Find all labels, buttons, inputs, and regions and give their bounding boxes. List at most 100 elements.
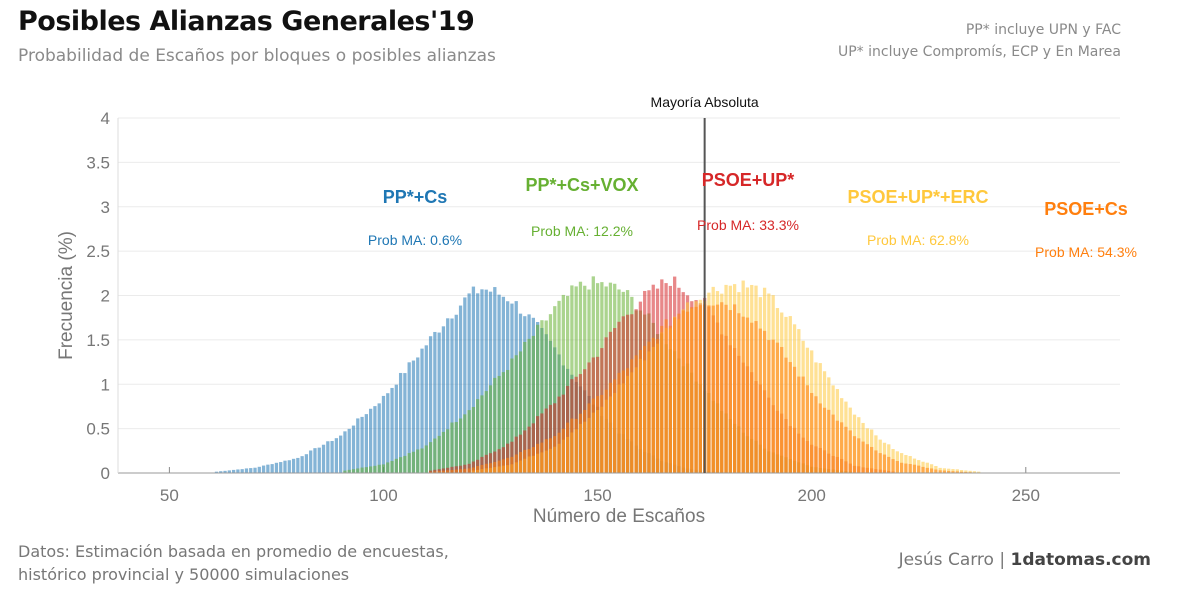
bar-psoe-cs [600,394,604,473]
bar-pp-cs-vox [373,465,377,473]
bar-psoe-cs [608,382,613,473]
bar-pp-cs [296,457,300,473]
bar-psoe-cs [476,466,480,473]
bar-pp-cs-vox [420,448,424,473]
bar-psoe-cs [428,471,433,473]
bar-psoe-cs [938,470,942,473]
bar-psoe-up-erc [964,470,968,473]
bar-psoe-cs [587,403,591,473]
bar-psoe-cs [951,471,955,473]
series-label: PP*+Cs+VOX [525,175,638,195]
bar-psoe-cs [651,337,655,473]
series-prob-label: Prob MA: 33.3% [697,217,799,233]
bar-psoe-cs [947,470,951,473]
bar-psoe-cs [634,355,638,473]
bar-psoe-cs [707,305,711,473]
bar-psoe-up-erc [947,468,951,473]
bar-pp-cs [437,332,441,473]
bar-pp-cs-vox [544,320,548,473]
y-tick-label: 1 [101,375,110,394]
bar-psoe-cs [677,313,681,473]
bar-psoe-cs [497,460,501,473]
bar-pp-cs-vox [493,377,497,473]
bar-psoe-cs [865,444,869,473]
bar-psoe-cs [831,414,835,473]
bar-psoe-cs [638,349,643,473]
bar-psoe-cs [784,357,788,473]
bar-pp-cs [231,469,236,473]
bar-pp-cs [398,372,403,473]
bar-pp-cs [463,297,467,473]
bar-pp-cs-vox [536,324,540,473]
bar-psoe-cs [685,311,690,473]
bar-psoe-cs [895,461,899,473]
bar-pp-cs-vox [463,414,467,473]
bar-pp-cs [334,438,339,473]
bar-psoe-cs [544,439,548,473]
bar-psoe-cs [840,422,844,473]
bar-psoe-cs [917,465,921,473]
bar-psoe-cs [673,317,677,473]
y-tick-label: 3.5 [86,153,110,172]
bar-psoe-up- [488,453,493,473]
bar-psoe-cs [805,385,810,473]
bar-psoe-cs [613,379,617,473]
bar-psoe-cs [741,316,745,473]
bar-psoe-up- [480,456,484,473]
bar-psoe-cs [574,418,578,473]
bar-pp-cs-vox [454,422,458,473]
bar-psoe-cs [506,457,510,473]
data-source: Datos: Estimación basada en promedio de … [18,540,449,586]
bar-psoe-cs [698,305,702,473]
site-link[interactable]: 1datomas.com [1010,550,1151,570]
bar-pp-cs [274,462,279,473]
bar-pp-cs-vox [501,372,506,473]
bar-pp-cs [219,471,223,473]
bar-pp-cs-vox [386,462,390,473]
bar-pp-cs [287,460,291,473]
bar-pp-cs-vox [480,395,484,473]
bar-psoe-cs [964,471,968,473]
bar-pp-cs-vox [527,338,531,473]
bar-pp-cs-vox [416,449,420,473]
bar-psoe-cs [617,372,621,473]
bar-pp-cs [377,403,381,473]
bar-pp-cs [420,348,424,473]
bar-pp-cs-vox [446,429,450,473]
bar-pp-cs [386,393,390,473]
bar-psoe-cs [775,342,780,473]
bar-pp-cs [253,467,257,473]
bar-psoe-up-erc [959,470,964,473]
bar-pp-cs-vox [450,422,454,473]
note-pp: PP* incluye UPN y FAC [965,22,1121,38]
bar-psoe-cs [955,471,959,473]
bar-pp-cs [326,441,330,473]
bar-pp-cs [261,465,266,473]
bar-pp-cs-vox [510,358,514,473]
bar-pp-cs-vox [531,335,535,473]
bar-pp-cs [313,448,317,473]
bar-pp-cs-vox [561,294,565,473]
bar-psoe-cs [810,392,814,473]
x-axis-label: Número de Escaños [533,506,705,527]
bar-pp-cs [476,293,480,473]
bar-psoe-cs [690,307,694,473]
bar-psoe-cs [433,471,437,473]
bar-psoe-cs [458,469,463,473]
bar-pp-cs [351,425,356,473]
bar-psoe-cs [595,395,600,473]
bar-psoe-cs [715,304,720,473]
bar-psoe-cs [822,407,827,473]
bar-pp-cs [317,447,321,473]
bar-psoe-cs [874,450,878,473]
bar-pp-cs-vox [518,351,523,473]
bar-pp-cs [446,318,450,473]
bar-psoe-cs [471,467,476,473]
bar-psoe-cs [561,428,565,473]
bar-pp-cs-vox [548,314,553,473]
x-tick-label: 200 [798,486,826,505]
series-label: PSOE+Cs [1044,199,1128,219]
bar-psoe-cs [801,376,805,473]
bar-psoe-cs [780,346,784,473]
bar-pp-cs [291,458,296,473]
